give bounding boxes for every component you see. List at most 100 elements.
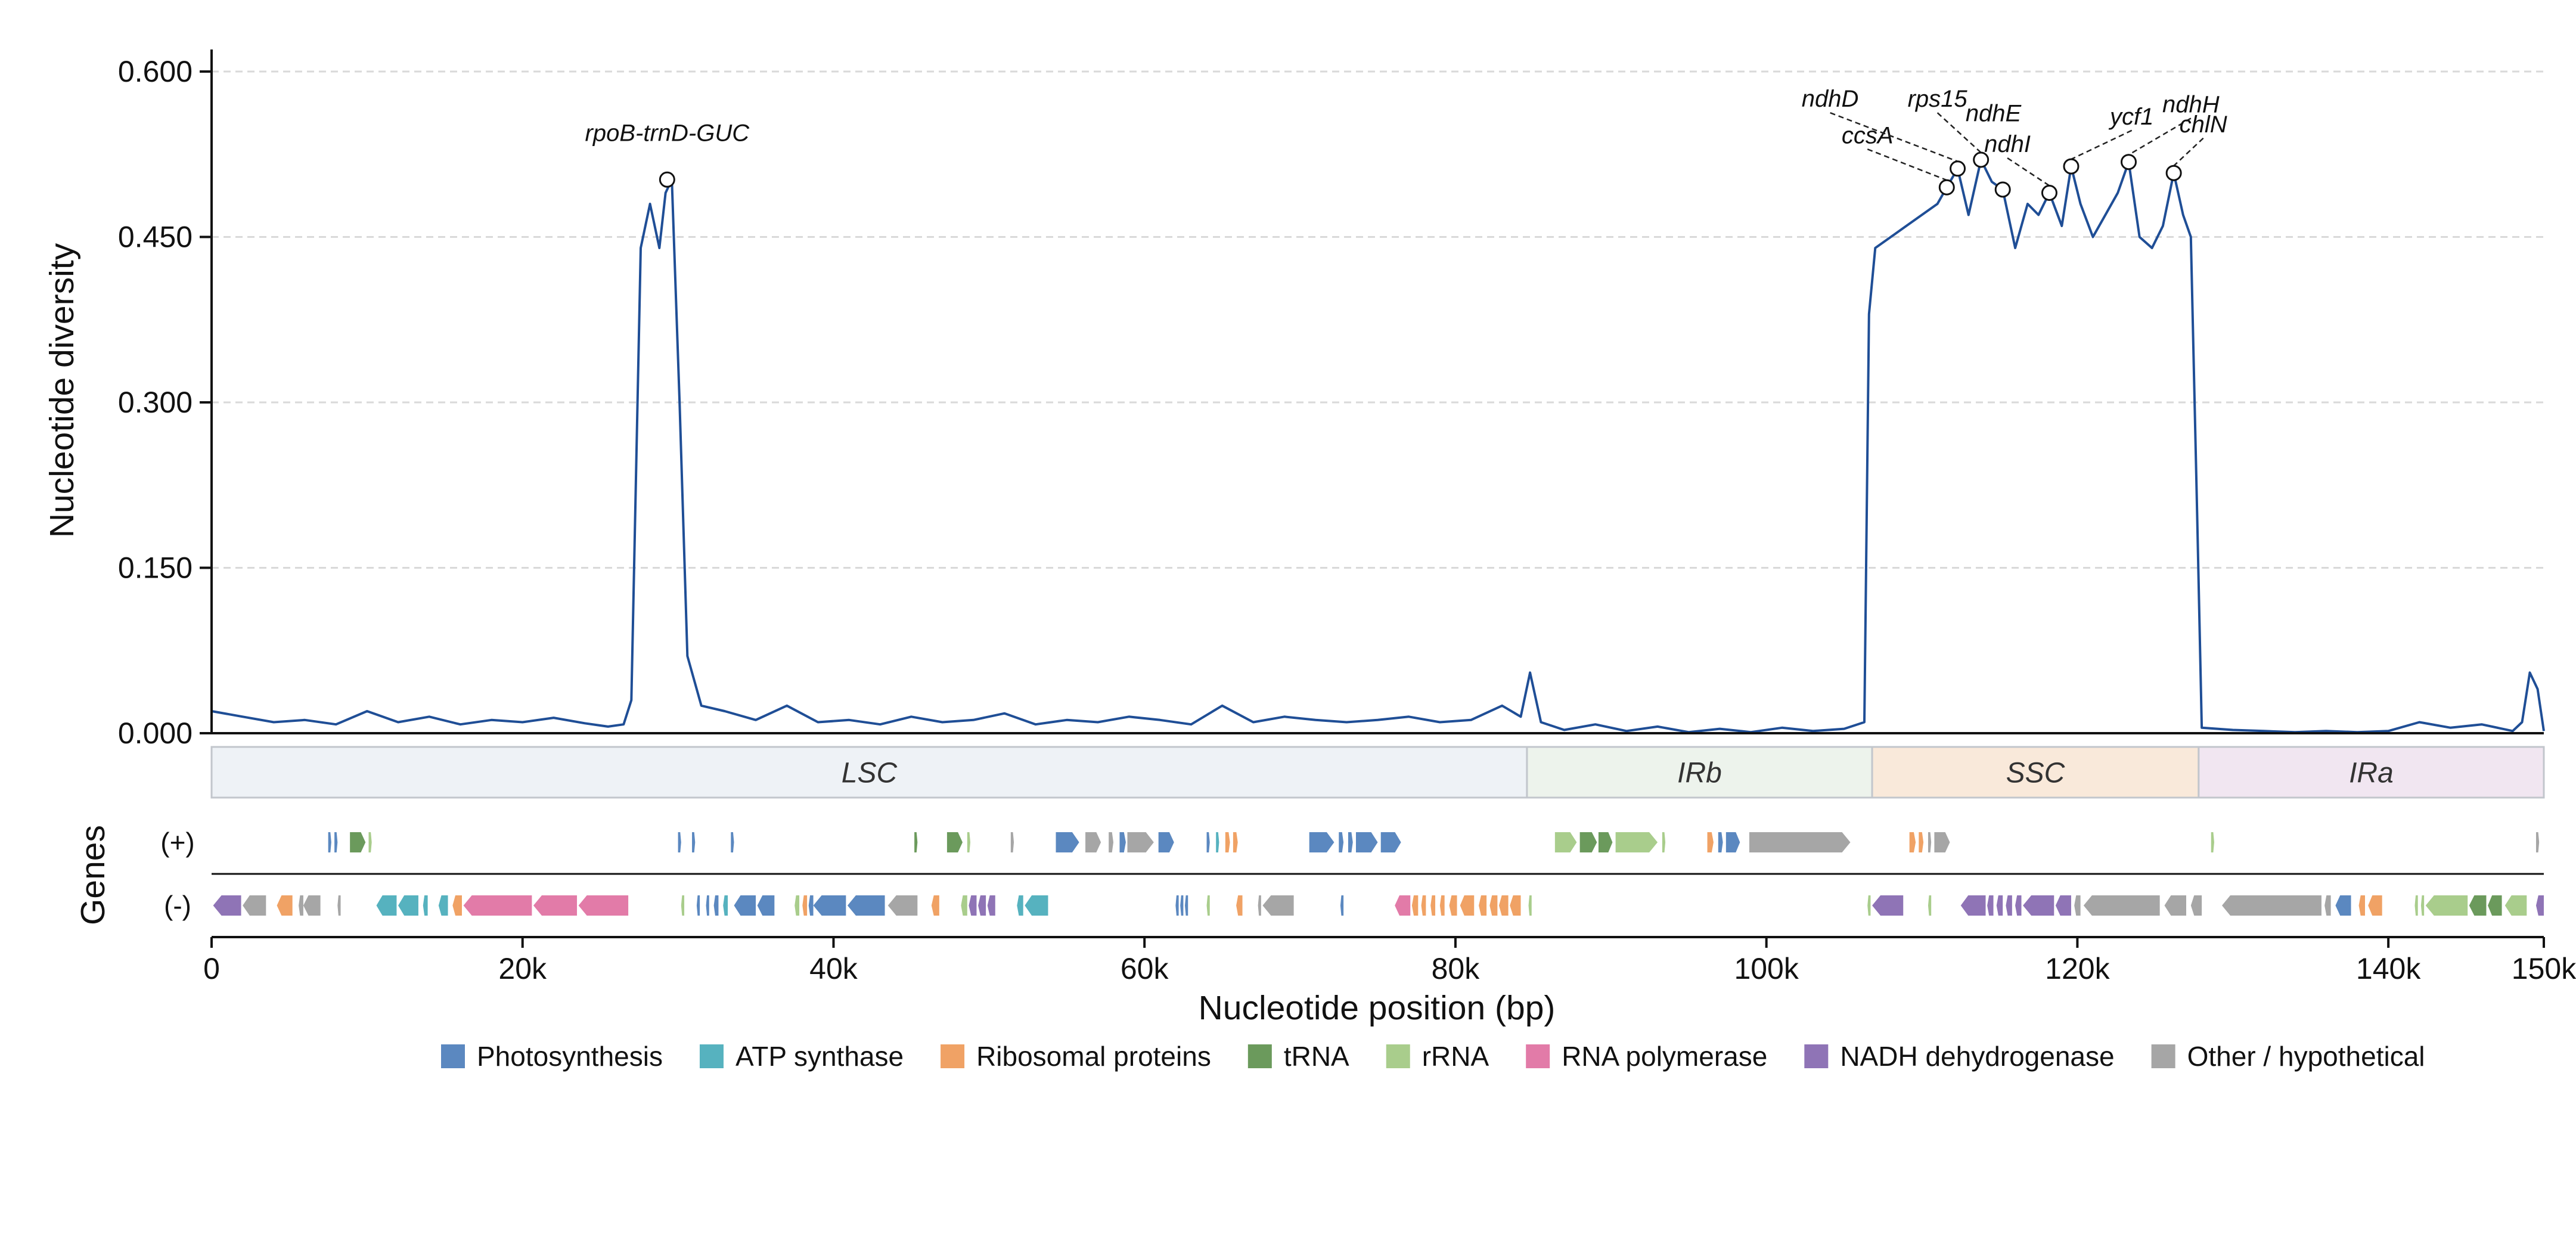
gene-arrow (1395, 895, 1411, 916)
region-label: LSC (842, 758, 898, 789)
gene-arrow (969, 895, 977, 916)
gene-arrow (1262, 895, 1294, 916)
gene-arrow (794, 895, 800, 916)
peak-leader-line (2071, 129, 2133, 160)
gene-arrow (847, 895, 885, 916)
legend-swatch-rrna (1386, 1044, 1410, 1068)
legend-label-ribo: Ribosomal proteins (976, 1041, 1211, 1072)
peak-label: rpoB-trnD-GUC (585, 120, 750, 147)
gene-arrow (731, 832, 734, 852)
gene-arrow (213, 895, 241, 916)
region-label: IRb (1677, 758, 1722, 789)
gene-arrow (987, 895, 995, 916)
gene-arrow (277, 895, 293, 916)
gene-arrow (1127, 832, 1154, 852)
gene-arrow (1085, 832, 1101, 852)
gene-arrow (1233, 832, 1238, 852)
gene-arrow (438, 895, 448, 916)
legend-label-rrna: rRNA (1422, 1041, 1489, 1072)
legend-swatch-other (2151, 1044, 2175, 1068)
gene-arrow (914, 832, 918, 852)
gene-arrow (802, 895, 808, 916)
gene-arrow (1449, 895, 1457, 916)
gene-arrow (2190, 895, 2202, 916)
gene-arrow (1598, 832, 1613, 852)
gene-arrow (2535, 832, 2540, 852)
y-tick-label: 0.150 (118, 551, 193, 585)
gene-arrow (1479, 895, 1487, 916)
x-tick-label: 80k (1432, 952, 1481, 985)
gene-arrow (2211, 832, 2214, 852)
region-label: IRa (2349, 758, 2394, 789)
x-tick-label: 0 (203, 952, 220, 985)
gene-arrow (1718, 832, 1723, 852)
gene-arrow (1180, 895, 1184, 916)
gene-arrow (1056, 832, 1079, 852)
gene-arrow (1615, 832, 1658, 852)
gene-arrow (1109, 832, 1114, 852)
peak-marker (2120, 154, 2137, 170)
gene-arrow (2504, 895, 2527, 916)
gene-arrow (1909, 832, 1916, 852)
gene-arrow (1498, 895, 1509, 916)
gene-arrow (1510, 895, 1521, 916)
x-tick-label: 150k (2512, 952, 2576, 985)
gene-arrow (1872, 895, 1904, 916)
gene-arrow (1225, 832, 1230, 852)
gene-arrow (1380, 832, 1401, 852)
x-tick-label: 120k (2045, 952, 2110, 985)
gene-arrow (1258, 895, 1261, 916)
gene-arrow (1928, 895, 1932, 916)
line-layer (211, 159, 2545, 734)
region-ira (2198, 746, 2545, 799)
genes-axis-title: Genes (74, 825, 112, 925)
regions-layer: LSC IRb SSC IRa (210, 746, 2545, 799)
gene-arrow (678, 832, 681, 852)
gene-arrow (2414, 895, 2418, 916)
y-tick-label: 0.450 (118, 221, 193, 254)
gene-arrow (578, 895, 629, 916)
gene-arrow (2015, 895, 2022, 916)
peak-label: ycf1 (2108, 104, 2153, 130)
gene-arrow (2358, 895, 2366, 916)
peak-marker (1950, 160, 1966, 177)
y-tick-label: 0.600 (118, 55, 193, 88)
strand-label: (+) (160, 827, 195, 858)
legend-swatch-nadh (1804, 1044, 1829, 1068)
x-tick-label: 40k (809, 952, 858, 985)
gene-arrow (887, 895, 918, 916)
x-tick-label: 20k (498, 952, 547, 985)
x-axis-layer: 0 20k 40k 60k 80k 100k 120k 140k 150k (203, 936, 2576, 985)
peak-label: ndhH (2162, 91, 2220, 117)
gene-arrow (303, 895, 321, 916)
legend-label-other: Other / hypothetical (2187, 1041, 2425, 1072)
legend-label-trna: tRNA (1284, 1041, 1349, 1072)
gene-arrow (2488, 895, 2502, 916)
peak-leader-line (1867, 148, 1947, 181)
gene-arrow (1439, 895, 1445, 916)
gene-arrow (1339, 832, 1344, 852)
y-axis-title: Nucleotide diversity (43, 243, 81, 538)
gene-arrow (2006, 895, 2012, 916)
peak-marker (659, 171, 675, 188)
gene-arrow (2535, 895, 2544, 916)
peak-label: ndhE (1966, 100, 2022, 126)
gene-arrow (978, 895, 986, 916)
gene-arrow (696, 895, 700, 916)
peak-marker (1938, 179, 1955, 196)
y-tick-label: 0.000 (118, 717, 193, 750)
gene-arrow (2469, 895, 2487, 916)
diversity-series-line (211, 159, 2545, 734)
gene-arrow (713, 895, 719, 916)
peak-marker (2165, 165, 2182, 181)
gene-arrow (1119, 832, 1126, 852)
gene-arrow (1919, 832, 1924, 852)
gene-arrow (423, 895, 428, 916)
gene-arrow (1554, 832, 1577, 852)
gene-arrow (463, 895, 532, 916)
legend-layer: Photosynthesis ATP synthase Ribosomal prot… (441, 1041, 2425, 1072)
gene-arrow (1960, 895, 1986, 916)
peak-leader-line (2007, 157, 2050, 187)
gene-arrow (961, 895, 967, 916)
